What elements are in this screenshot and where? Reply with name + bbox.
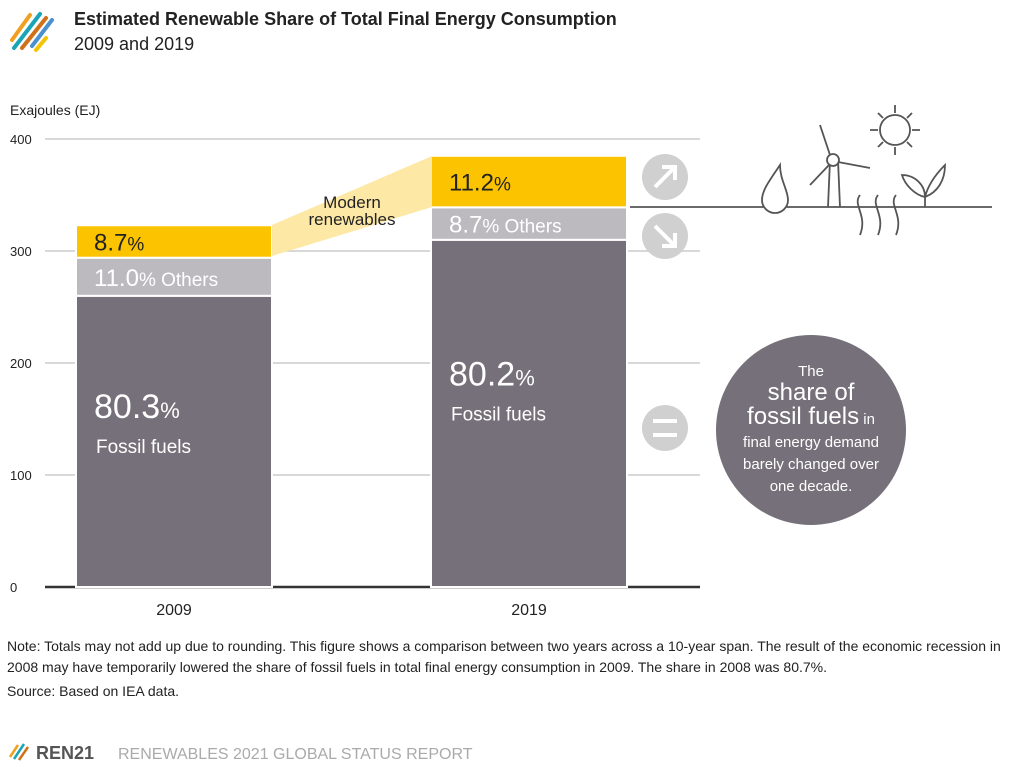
annotation-renewables: renewables bbox=[309, 210, 396, 229]
equals-icon bbox=[642, 405, 688, 451]
y-tick-label: 400 bbox=[10, 132, 32, 147]
bar-fossil-fuels bbox=[75, 294, 273, 588]
callout-line: in bbox=[859, 411, 875, 428]
bar-others bbox=[430, 206, 628, 241]
y-tick-label: 300 bbox=[10, 244, 32, 259]
footer-report: RENEWABLES 2021 GLOBAL STATUS REPORT bbox=[118, 746, 473, 763]
chart-subtitle: 2009 and 2019 bbox=[74, 34, 194, 54]
data-label: 8.7% bbox=[94, 229, 144, 256]
data-label: 11.2% bbox=[449, 170, 511, 197]
data-label: 8.7% Others bbox=[449, 212, 562, 239]
y-tick-label: 0 bbox=[10, 580, 17, 595]
callout-circle bbox=[716, 335, 906, 525]
callout-line: one decade. bbox=[770, 478, 853, 495]
x-tick-label: 2009 bbox=[156, 602, 192, 619]
callout-line: barely changed over bbox=[743, 456, 879, 473]
bar-modern-renewables bbox=[430, 154, 628, 209]
x-tick-label: 2019 bbox=[511, 602, 547, 619]
y-tick-label: 100 bbox=[10, 468, 32, 483]
logo bbox=[10, 12, 54, 52]
series-label: Fossil fuels bbox=[451, 405, 546, 426]
svg-text:fossil fuels in: fossil fuels in bbox=[747, 403, 875, 430]
footer-brand: REN21 bbox=[36, 743, 94, 763]
series-label: Fossil fuels bbox=[96, 437, 191, 458]
renewables-illustration bbox=[630, 105, 992, 236]
source: Source: Based on IEA data. bbox=[7, 683, 180, 699]
data-label: 80.3% bbox=[94, 388, 180, 426]
note: Note: Totals may not add up due to round… bbox=[7, 638, 1001, 675]
callout-line: final energy demand bbox=[743, 434, 879, 451]
modern-renewables-band bbox=[272, 156, 432, 256]
data-label: 11.0% Others bbox=[94, 265, 218, 292]
data-label: 80.2% bbox=[449, 356, 535, 394]
footer-logo bbox=[8, 743, 30, 761]
callout-line: share of bbox=[768, 379, 855, 406]
annotation-modern: Modern bbox=[323, 193, 381, 212]
callout: The share of fossil fuels in final energ… bbox=[743, 363, 879, 495]
y-axis-label: Exajoules (EJ) bbox=[10, 102, 100, 118]
y-tick-label: 200 bbox=[10, 356, 32, 371]
chart-title: Estimated Renewable Share of Total Final… bbox=[74, 9, 617, 29]
bar-modern-renewables bbox=[75, 224, 273, 259]
callout-line: The bbox=[798, 363, 824, 380]
callout-line: fossil fuels bbox=[747, 403, 859, 430]
bar-fossil-fuels bbox=[430, 238, 628, 589]
